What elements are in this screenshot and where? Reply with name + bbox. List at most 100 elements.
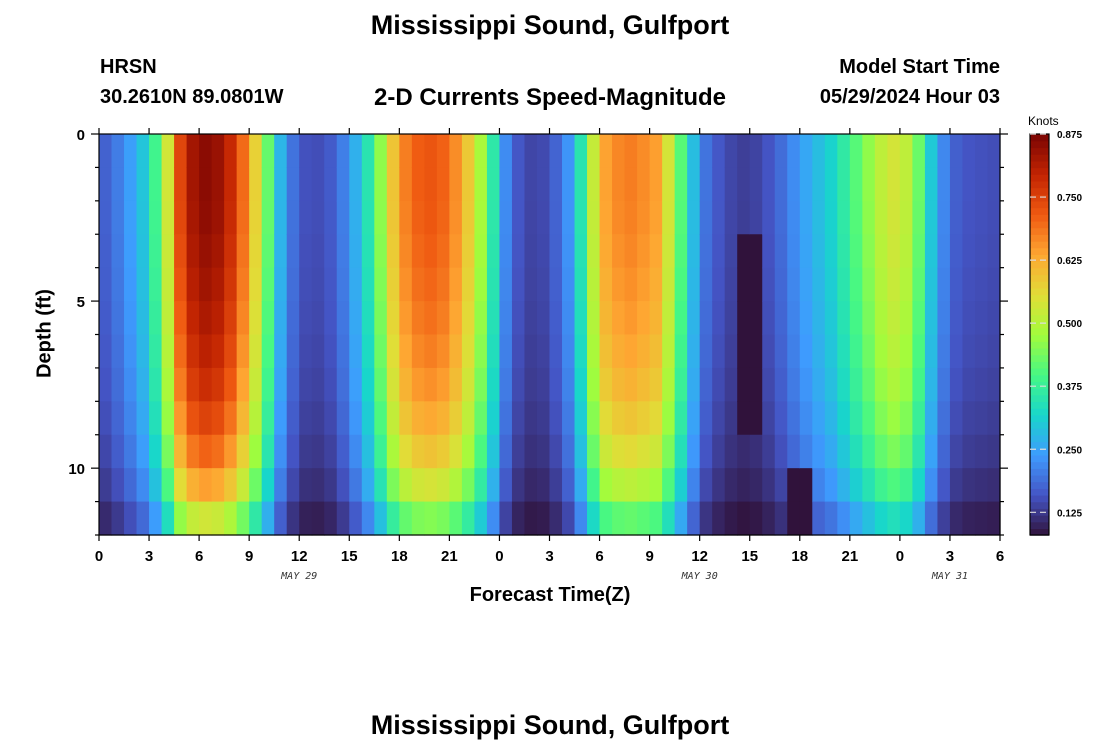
heatmap-cell [837, 501, 851, 536]
heatmap-cell [874, 468, 888, 503]
heatmap-cell [436, 200, 450, 235]
heatmap-cell [124, 334, 138, 369]
heatmap-cell [299, 134, 313, 169]
heatmap-cell [674, 468, 688, 503]
heatmap-cell [674, 134, 688, 169]
heatmap-cell [99, 501, 113, 536]
heatmap-cell [174, 234, 188, 269]
heatmap-cell [399, 234, 413, 269]
heatmap-cell [324, 267, 338, 302]
heatmap-cell [186, 267, 200, 302]
heatmap-cell [649, 401, 663, 436]
heatmap-cell [887, 401, 901, 436]
heatmap-cell [424, 200, 438, 235]
heatmap-cell [486, 334, 501, 369]
heatmap-cell [224, 200, 238, 235]
heatmap-cell [799, 134, 813, 169]
heatmap-cell [762, 234, 776, 269]
heatmap-cell [461, 367, 476, 402]
heatmap-cell [812, 468, 826, 503]
heatmap-cell [762, 334, 776, 369]
heatmap-cell [399, 401, 413, 436]
heatmap-cell [199, 367, 213, 402]
heatmap-cell [599, 401, 613, 436]
heatmap-cell [149, 167, 163, 202]
heatmap-cell [587, 468, 601, 503]
heatmap-cell [386, 134, 400, 169]
heatmap-cell [511, 334, 526, 369]
colorbar-tick-label: 0.250 [1057, 445, 1082, 456]
heatmap-cell [199, 301, 213, 336]
colorbar-swatch [1030, 408, 1049, 416]
heatmap-cell [161, 468, 175, 503]
colorbar-swatch [1030, 134, 1049, 142]
heatmap-cell [549, 434, 563, 469]
colorbar-swatch [1030, 307, 1049, 316]
heatmap-cell [511, 401, 526, 436]
heatmap-cell [399, 434, 413, 469]
heatmap-cell [286, 234, 300, 269]
heatmap-cell [111, 200, 125, 235]
heatmap-cell [124, 167, 138, 202]
heatmap-cell [436, 468, 450, 503]
heatmap-cell [174, 134, 188, 169]
heatmap-cell [799, 367, 813, 402]
heatmap-cell [749, 301, 763, 336]
heatmap-cell [699, 468, 713, 503]
heatmap-cell [687, 401, 701, 436]
heatmap-cell [461, 200, 476, 235]
heatmap-cells [99, 134, 1001, 536]
heatmap-cell [637, 234, 651, 269]
heatmap-cell [737, 501, 751, 536]
heatmap-cell [974, 401, 989, 436]
heatmap-cell [562, 334, 576, 369]
heatmap-cell [124, 234, 138, 269]
heatmap-cell [311, 334, 325, 369]
heatmap-cell [411, 167, 425, 202]
heatmap-cell [374, 267, 388, 302]
heatmap-cell [361, 501, 375, 536]
heatmap-cell [987, 167, 1001, 202]
heatmap-cell [662, 334, 676, 369]
heatmap-cell [199, 334, 213, 369]
heatmap-cell [574, 267, 588, 302]
heatmap-cell [974, 134, 989, 169]
heatmap-cell [737, 134, 751, 169]
heatmap-cell [937, 401, 951, 436]
heatmap-cell [349, 334, 363, 369]
heatmap-cell [687, 167, 701, 202]
heatmap-cell [862, 134, 876, 169]
heatmap-cell [524, 301, 538, 336]
heatmap-cell [449, 234, 463, 269]
heatmap-cell [311, 367, 325, 402]
colorbar-swatch [1030, 521, 1049, 530]
heatmap-cell [687, 367, 701, 402]
heatmap-cell [549, 401, 563, 436]
heatmap-cell [862, 334, 876, 369]
heatmap-cell [511, 200, 526, 235]
heatmap-cell [899, 334, 913, 369]
heatmap-cell [174, 468, 188, 503]
heatmap-cell [624, 501, 638, 536]
heatmap-cell [587, 367, 601, 402]
heatmap-cell [874, 401, 888, 436]
heatmap-cell [924, 434, 939, 469]
heatmap-cell [211, 401, 225, 436]
heatmap-cell [812, 434, 826, 469]
heatmap-cell [662, 501, 676, 536]
heatmap-cell [411, 334, 425, 369]
heatmap-cell [849, 468, 863, 503]
heatmap-cell [274, 301, 288, 336]
heatmap-cell [712, 334, 726, 369]
heatmap-cell [812, 167, 826, 202]
heatmap-cell [899, 434, 913, 469]
heatmap-cell [849, 234, 863, 269]
heatmap-cell [411, 200, 425, 235]
heatmap-cell [949, 468, 964, 503]
heatmap-cell [249, 501, 263, 536]
heatmap-cell [799, 501, 813, 536]
heatmap-cell [787, 468, 801, 503]
heatmap-cell [311, 200, 325, 235]
heatmap-cell [399, 301, 413, 336]
colorbar-swatch [1030, 234, 1049, 242]
